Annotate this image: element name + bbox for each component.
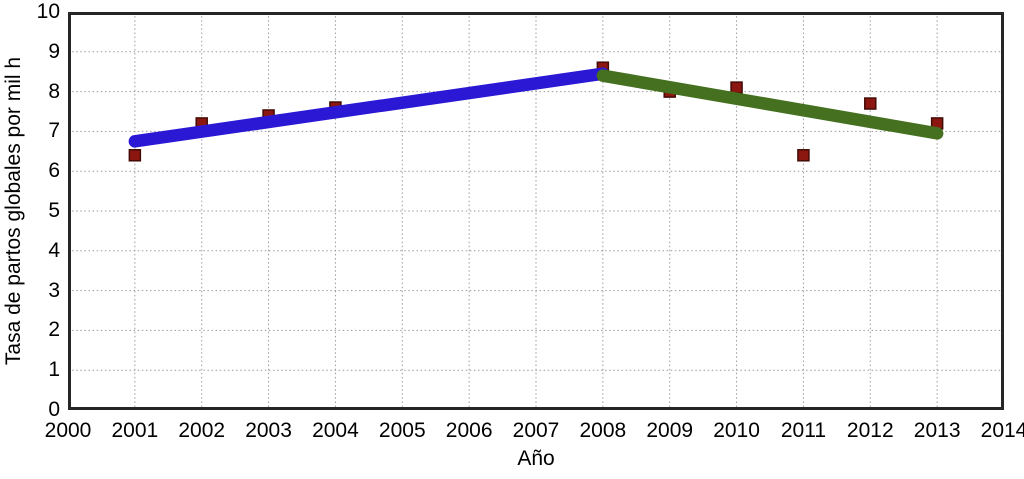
y-tick-label: 2 — [48, 318, 60, 342]
x-tick-label: 2005 — [378, 419, 426, 442]
data-point-marker — [730, 81, 743, 94]
trend-line-falling — [596, 69, 944, 140]
plot-frame — [68, 12, 1004, 410]
x-tick-label: 2001 — [111, 419, 159, 442]
x-tick-label: 2010 — [713, 419, 760, 442]
x-axis-label: Año — [517, 447, 555, 470]
x-tick-label: 2009 — [646, 419, 694, 442]
x-tick-label: 2012 — [846, 419, 894, 442]
y-tick-label: 1 — [48, 358, 60, 382]
y-tick-label: 8 — [48, 79, 60, 103]
y-tick-label: 3 — [48, 278, 60, 302]
y-tick-label: 5 — [48, 199, 60, 222]
x-tick-label: 2008 — [579, 419, 627, 442]
x-tick-label: 2003 — [245, 419, 292, 442]
y-tick-label: 9 — [48, 39, 60, 63]
y-tick-label: 6 — [48, 159, 60, 183]
x-tick-label: 2000 — [44, 419, 92, 442]
x-tick-label: 2004 — [312, 419, 359, 442]
trend-line-rising — [128, 67, 610, 148]
data-point-marker — [864, 97, 877, 110]
data-point-marker — [797, 149, 810, 162]
x-tick-label: 2007 — [512, 419, 560, 442]
y-tick-label: 4 — [48, 238, 60, 262]
x-tick-label: 2014 — [980, 419, 1024, 442]
y-tick-label: 0 — [48, 398, 60, 421]
x-tick-label: 2006 — [445, 419, 493, 442]
plot-area — [68, 12, 1004, 410]
y-tick-label: 7 — [48, 119, 60, 143]
x-tick-label: 2011 — [780, 419, 827, 442]
x-tick-label: 2013 — [913, 419, 961, 442]
data-point-marker — [128, 149, 142, 162]
x-tick-label: 2002 — [178, 419, 226, 442]
y-tick-label: 10 — [36, 0, 60, 23]
